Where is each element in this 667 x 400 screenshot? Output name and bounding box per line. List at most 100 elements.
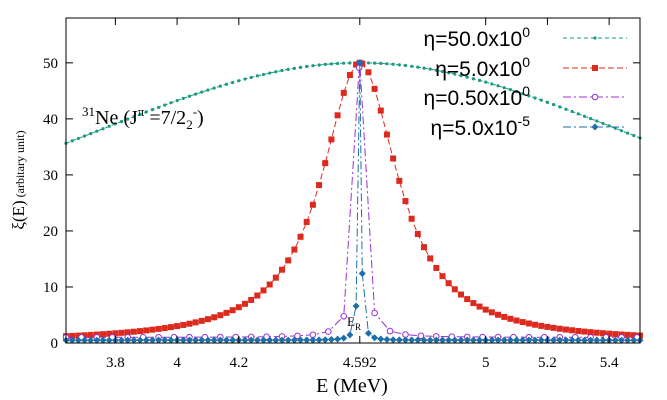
data-point bbox=[371, 309, 378, 317]
data-point bbox=[506, 336, 514, 344]
data-point bbox=[187, 94, 192, 98]
data-point bbox=[632, 133, 636, 138]
data-point bbox=[211, 314, 218, 321]
data-point bbox=[198, 317, 205, 324]
data-point bbox=[194, 92, 198, 96]
data-point bbox=[113, 122, 117, 126]
data-point bbox=[556, 336, 564, 344]
data-point bbox=[93, 336, 101, 344]
x-tick-label: 4.2 bbox=[229, 355, 248, 371]
data-point bbox=[379, 61, 383, 66]
data-point bbox=[417, 332, 425, 340]
x-tick-label: 5.4 bbox=[600, 355, 619, 371]
data-point bbox=[521, 92, 525, 96]
data-point bbox=[525, 320, 532, 327]
data-point bbox=[630, 332, 637, 339]
y-tick-label: 0 bbox=[51, 336, 59, 352]
curves-layer bbox=[62, 59, 644, 344]
data-point bbox=[328, 136, 335, 143]
data-point bbox=[89, 131, 93, 136]
data-point bbox=[508, 88, 512, 92]
data-point bbox=[241, 336, 249, 344]
data-point bbox=[432, 336, 440, 344]
data-point bbox=[284, 336, 292, 344]
data-point bbox=[266, 336, 274, 344]
data-point bbox=[533, 96, 537, 100]
legend-label-exponent: 0 bbox=[522, 83, 530, 99]
data-point bbox=[124, 336, 132, 344]
data-point bbox=[527, 94, 531, 98]
data-point bbox=[231, 80, 235, 85]
data-point bbox=[389, 336, 397, 344]
data-point bbox=[218, 84, 222, 88]
data-point bbox=[513, 336, 521, 344]
data-point bbox=[149, 326, 156, 333]
x-tick-label: 5 bbox=[482, 355, 490, 371]
data-point bbox=[445, 336, 453, 344]
data-point bbox=[401, 336, 409, 344]
data-point bbox=[488, 336, 496, 344]
legend-label-exponent: 0 bbox=[522, 24, 530, 40]
data-point bbox=[223, 309, 230, 316]
data-point bbox=[630, 336, 638, 344]
data-point bbox=[525, 336, 533, 344]
data-point bbox=[70, 139, 74, 143]
data-point bbox=[451, 336, 459, 344]
data-point bbox=[106, 330, 113, 337]
data-point bbox=[587, 336, 595, 344]
data-point bbox=[285, 257, 292, 264]
data-point bbox=[477, 78, 482, 82]
data-point bbox=[185, 336, 193, 344]
data-point bbox=[107, 124, 111, 128]
data-point bbox=[463, 336, 471, 344]
data-point bbox=[248, 296, 255, 303]
series-2 bbox=[63, 59, 643, 340]
data-point bbox=[212, 86, 216, 90]
data-point bbox=[484, 80, 488, 84]
data-point bbox=[210, 336, 218, 344]
data-point bbox=[538, 322, 545, 329]
data-point bbox=[593, 36, 597, 40]
data-point bbox=[591, 93, 599, 101]
data-point bbox=[161, 336, 169, 344]
data-point bbox=[76, 136, 80, 141]
data-point bbox=[490, 82, 494, 86]
data-point bbox=[395, 336, 403, 344]
data-point bbox=[292, 66, 296, 70]
data-point bbox=[428, 67, 432, 71]
data-point bbox=[601, 121, 605, 126]
legend-label-text: η=5.0x10 bbox=[435, 58, 522, 81]
data-point bbox=[451, 286, 458, 293]
data-point bbox=[591, 123, 599, 131]
data-point bbox=[365, 69, 372, 76]
data-point bbox=[286, 67, 290, 71]
data-point bbox=[206, 88, 210, 92]
data-point bbox=[496, 84, 500, 88]
data-point bbox=[416, 65, 420, 69]
data-point bbox=[200, 90, 204, 94]
data-point bbox=[457, 336, 465, 344]
data-point bbox=[422, 66, 426, 70]
data-point bbox=[575, 327, 582, 334]
data-point bbox=[373, 61, 377, 65]
y-tick-label: 40 bbox=[43, 112, 58, 128]
data-point bbox=[532, 321, 539, 328]
data-point bbox=[323, 62, 327, 66]
data-point bbox=[420, 336, 428, 344]
data-point bbox=[112, 330, 119, 337]
data-point bbox=[305, 64, 309, 69]
data-point bbox=[247, 336, 255, 344]
data-point bbox=[397, 63, 401, 67]
data-point bbox=[260, 336, 268, 344]
data-point bbox=[564, 107, 568, 111]
data-point bbox=[179, 336, 187, 344]
data-point bbox=[589, 117, 593, 121]
data-point bbox=[619, 129, 624, 133]
data-point bbox=[144, 110, 148, 114]
x-tick-label: 4.592 bbox=[343, 355, 377, 371]
plot-frame bbox=[65, 17, 641, 344]
data-point bbox=[119, 119, 124, 124]
data-point bbox=[237, 79, 241, 83]
data-point bbox=[358, 270, 366, 278]
data-point bbox=[465, 75, 469, 79]
